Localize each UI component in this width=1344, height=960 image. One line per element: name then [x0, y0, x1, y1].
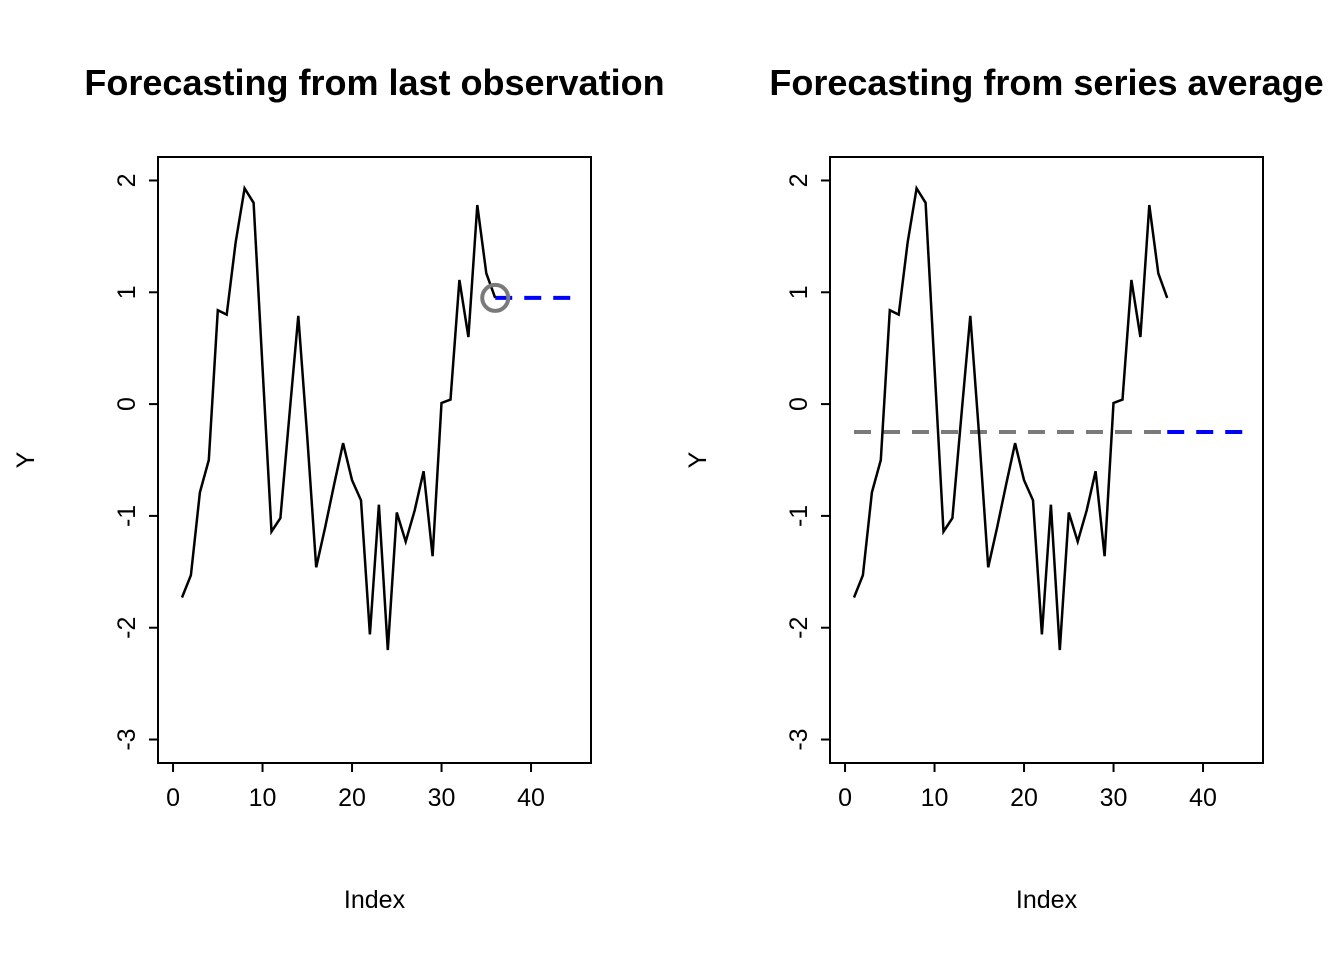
- chart-title: Forecasting from series average: [769, 62, 1323, 103]
- x-tick-label: 10: [921, 784, 949, 812]
- x-tick-label: 0: [838, 784, 852, 812]
- last-observation-marker: [480, 282, 511, 313]
- x-tick-label: 20: [338, 784, 366, 812]
- series-line: [852, 184, 1169, 651]
- x-axis-label: Index: [1016, 886, 1078, 914]
- chart-last-observation: 0 10 20 30 40 -3 -2 -1 0 1 2 Forecasting from last …: [12, 62, 665, 914]
- y-tick-label: 2: [785, 174, 813, 188]
- x-tick-label: 40: [1189, 784, 1217, 812]
- y-tick-label: 0: [113, 397, 141, 411]
- y-tick-label: 1: [785, 285, 813, 299]
- plot-box: [829, 156, 1264, 764]
- series-line: [180, 184, 497, 651]
- y-axis-label: Y: [12, 451, 40, 468]
- x-tick-label: 0: [166, 784, 180, 812]
- y-tick-label: -1: [785, 505, 813, 527]
- x-tick-label: 30: [1100, 784, 1128, 812]
- x-axis-label: Index: [344, 886, 406, 914]
- y-tick-label: -2: [785, 617, 813, 639]
- x-tick-label: 40: [517, 784, 545, 812]
- x-tick-label: 10: [249, 784, 277, 812]
- y-tick-label: 0: [785, 397, 813, 411]
- y-tick-label: -3: [113, 728, 141, 750]
- y-tick-label: -2: [113, 617, 141, 639]
- x-tick-label: 30: [428, 784, 456, 812]
- chart-series-average: 0 10 20 30 40 -3 -2 -1 0 1 2 Forecasting from serie…: [684, 62, 1324, 914]
- y-tick-label: -3: [785, 728, 813, 750]
- y-tick-label: -1: [113, 505, 141, 527]
- chart-title: Forecasting from last observation: [84, 62, 664, 103]
- plot-box: [157, 156, 592, 764]
- y-tick-label: 2: [113, 174, 141, 188]
- panel-forecast-series-average: 0 10 20 30 40 -3 -2 -1 0 1 2 Forecasting from serie…: [672, 0, 1344, 960]
- x-tick-label: 20: [1010, 784, 1038, 812]
- panel-forecast-last-observation: 0 10 20 30 40 -3 -2 -1 0 1 2 Forecasting from last …: [12, 62, 665, 914]
- y-axis-label: Y: [684, 451, 712, 468]
- y-tick-label: 1: [113, 285, 141, 299]
